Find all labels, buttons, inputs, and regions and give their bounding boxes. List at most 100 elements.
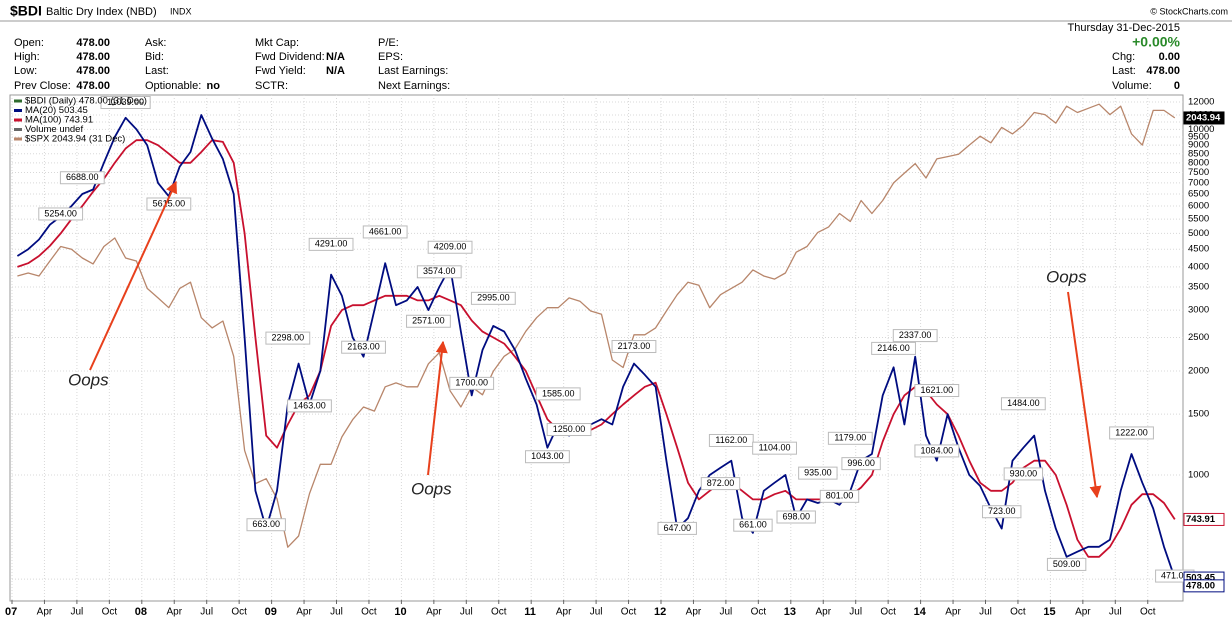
field-label: Open:: [14, 37, 44, 49]
annotation-label: 801.00: [826, 491, 854, 501]
annotation-label: 2995.00: [477, 293, 510, 303]
annotation-box: [841, 457, 881, 471]
annotation-box: [1003, 467, 1044, 481]
annotation-box: [700, 477, 741, 491]
index-name: Baltic Dry Index (NBD): [46, 6, 157, 18]
annotation-box: [1046, 557, 1087, 571]
legend-swatch: [14, 137, 22, 141]
annotation-box: [657, 521, 697, 535]
x-tick-label: Apr: [686, 607, 702, 618]
annotation-box: [100, 95, 151, 109]
legend-label: $BDI (Daily) 478.00 (31 Dec): [25, 96, 147, 107]
x-tick-label: Oct: [621, 607, 637, 618]
annotation-box: [708, 433, 754, 447]
field-value: 478.00: [76, 51, 110, 63]
x-tick-label: 07: [5, 606, 17, 618]
annotation-label: 996.00: [847, 458, 875, 468]
annotation-label: 5615.00: [153, 198, 186, 208]
field-label: EPS:: [378, 51, 403, 63]
x-tick-label: Oct: [231, 607, 247, 618]
annotation-box: [449, 376, 495, 390]
annotation-label: 3574.00: [423, 266, 456, 276]
annotation-label: 4209.00: [434, 242, 467, 252]
x-tick-label: Apr: [945, 607, 961, 618]
symbol: $BDI: [10, 3, 42, 19]
field-label: Volume:: [1112, 80, 1152, 92]
annotation-box: [914, 384, 960, 398]
y-tick-label: 6000: [1188, 201, 1209, 212]
x-tick-label: Oct: [361, 607, 377, 618]
x-tick-label: Oct: [1140, 607, 1156, 618]
annotation-label: 2173.00: [618, 341, 651, 351]
field-label: Bid:: [145, 51, 164, 63]
field-label: Next Earnings:: [378, 80, 450, 92]
annotation-label: 6688.00: [66, 172, 99, 182]
note: Oops: [1046, 267, 1087, 286]
y-tick-label: 3500: [1188, 281, 1209, 292]
last-value-box: [1183, 579, 1225, 593]
field-label: Prev Close:: [14, 80, 71, 92]
x-tick-label: Apr: [296, 607, 312, 618]
annotation-box: [871, 341, 916, 355]
field-label: SCTR:: [255, 80, 288, 92]
annotation-label: 5254.00: [44, 208, 77, 218]
x-tick-label: Oct: [880, 607, 896, 618]
annotation-label: 2163.00: [347, 342, 380, 352]
annotation-box: [287, 399, 332, 413]
annotation-box: [59, 171, 105, 185]
annotation-label: 872.00: [707, 478, 735, 488]
field-label: P/E:: [378, 37, 399, 49]
annotation-box: [733, 518, 773, 532]
series-line: [17, 103, 1176, 548]
annotation-box: [819, 489, 860, 503]
annotation-label: 2146.00: [877, 343, 910, 353]
annotation-label: 663.00: [252, 519, 280, 529]
annotation-label: 1104.00: [759, 443, 791, 453]
annotation-box: [1109, 426, 1154, 440]
annotation-label: 11039.00: [107, 97, 144, 107]
x-tick-label: Apr: [815, 607, 831, 618]
x-tick-label: Jul: [460, 607, 473, 618]
x-tick-label: 13: [784, 606, 796, 618]
x-tick-label: Jul: [330, 607, 343, 618]
annotation-label: 2298.00: [272, 332, 305, 342]
last-value-label: 478.00: [1186, 580, 1215, 591]
y-tick-label: 9000: [1188, 140, 1209, 151]
annotation-box: [406, 314, 451, 328]
field-value: 478.00: [76, 37, 110, 49]
legend-swatch: [14, 118, 22, 122]
annotation-label: 1084.00: [921, 445, 954, 455]
field-label: Chg:: [1112, 51, 1135, 63]
annotation-label: 1222.00: [1115, 427, 1148, 437]
legend-label: MA(20) 503.45: [25, 105, 88, 116]
exchange: INDX: [170, 6, 192, 16]
x-tick-label: 11: [524, 606, 536, 618]
annotation-box: [546, 423, 592, 437]
x-tick-label: 08: [135, 606, 147, 618]
x-tick-label: Apr: [426, 607, 442, 618]
y-tick-label: 6500: [1188, 189, 1209, 200]
y-tick-label: 2000: [1188, 365, 1209, 376]
y-tick-label: 3000: [1188, 305, 1209, 316]
y-tick-label: 12000: [1188, 96, 1214, 107]
annotation-label: 4661.00: [369, 226, 402, 236]
note-arrow: [1067, 291, 1102, 499]
annotation-label: 1043.00: [531, 451, 564, 461]
y-tick-label: 7000: [1188, 177, 1209, 188]
x-tick-label: 15: [1043, 606, 1055, 618]
annotation-box: [246, 518, 286, 532]
date: Thursday 31-Dec-2015: [1067, 22, 1180, 34]
x-tick-label: Apr: [166, 607, 182, 618]
annotation-box: [535, 387, 581, 401]
last-value-label: 503.45: [1186, 573, 1216, 584]
y-tick-label: 4500: [1188, 244, 1209, 255]
field-label: Last:: [145, 65, 169, 77]
note-arrow: [89, 180, 177, 371]
field-label: Fwd Dividend:: [255, 51, 325, 63]
x-tick-label: Apr: [37, 607, 53, 618]
annotation-label: 1463.00: [293, 400, 326, 410]
x-tick-label: 10: [394, 606, 406, 618]
field-value: 478.00: [1146, 65, 1180, 77]
last-value-box: [1183, 512, 1225, 526]
